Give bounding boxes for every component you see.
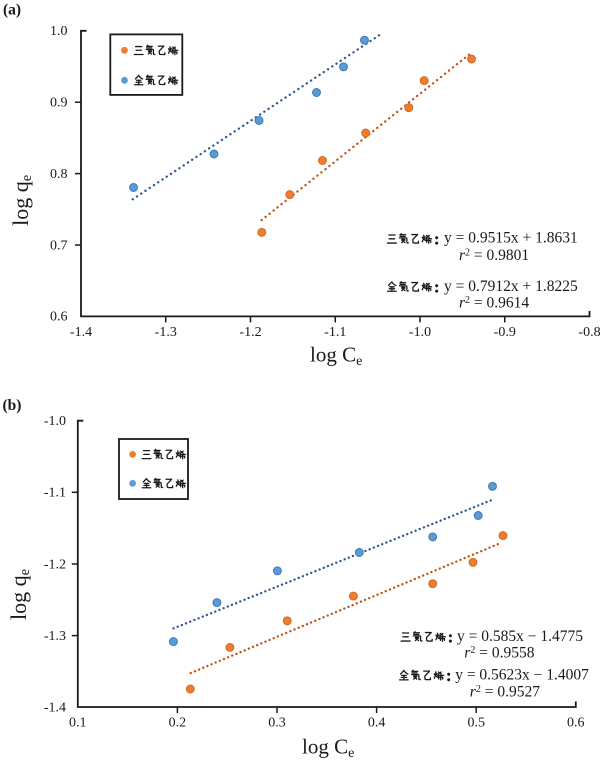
svg-text:-1.1: -1.1 <box>324 325 346 340</box>
svg-text:log Ce: log Ce <box>302 735 354 762</box>
svg-text:log Ce: log Ce <box>310 343 362 370</box>
svg-text:r2 = 0.9527: r2 = 0.9527 <box>470 684 540 701</box>
svg-text:1.0: 1.0 <box>50 24 68 39</box>
svg-text:-0.9: -0.9 <box>494 325 516 340</box>
svg-text:y = 0.585x − 1.4775: y = 0.585x − 1.4775 <box>457 628 583 645</box>
svg-text:y = 0.9515x + 1.8631: y = 0.9515x + 1.8631 <box>444 230 578 247</box>
svg-text:-1.0: -1.0 <box>44 414 66 429</box>
svg-text:0.8: 0.8 <box>50 167 68 182</box>
svg-text:log qe: log qe <box>6 569 33 620</box>
svg-text:0.3: 0.3 <box>268 716 286 731</box>
svg-text:y = 0.5623x − 1.4007: y = 0.5623x − 1.4007 <box>455 667 589 684</box>
svg-text:0.2: 0.2 <box>169 716 187 731</box>
svg-text:0.6: 0.6 <box>567 716 585 731</box>
svg-text:r2 = 0.9614: r2 = 0.9614 <box>459 294 529 311</box>
svg-text:-1.2: -1.2 <box>44 557 66 572</box>
svg-text:-0.8: -0.8 <box>578 325 600 340</box>
svg-text:r2 = 0.9558: r2 = 0.9558 <box>464 644 534 661</box>
svg-text:y = 0.7912x + 1.8225: y = 0.7912x + 1.8225 <box>444 278 578 295</box>
svg-text:-1.0: -1.0 <box>409 325 431 340</box>
svg-text:r2 = 0.9801: r2 = 0.9801 <box>459 247 529 264</box>
svg-text:-1.4: -1.4 <box>44 700 66 715</box>
svg-text:-1.3: -1.3 <box>155 325 177 340</box>
svg-text:log qe: log qe <box>8 175 35 226</box>
svg-text:(b): (b) <box>3 397 22 414</box>
svg-text:0.9: 0.9 <box>50 96 68 111</box>
svg-text:(a): (a) <box>3 1 21 18</box>
svg-text:-1.2: -1.2 <box>239 325 261 340</box>
svg-text:0.5: 0.5 <box>467 716 485 731</box>
svg-text:0.4: 0.4 <box>368 716 386 731</box>
svg-text:0.7: 0.7 <box>50 238 68 253</box>
svg-text:-1.3: -1.3 <box>44 629 66 644</box>
svg-text:-1.4: -1.4 <box>70 325 92 340</box>
svg-text:0.6: 0.6 <box>50 310 68 325</box>
svg-text:0.1: 0.1 <box>69 716 87 731</box>
svg-text:-1.1: -1.1 <box>44 486 66 501</box>
